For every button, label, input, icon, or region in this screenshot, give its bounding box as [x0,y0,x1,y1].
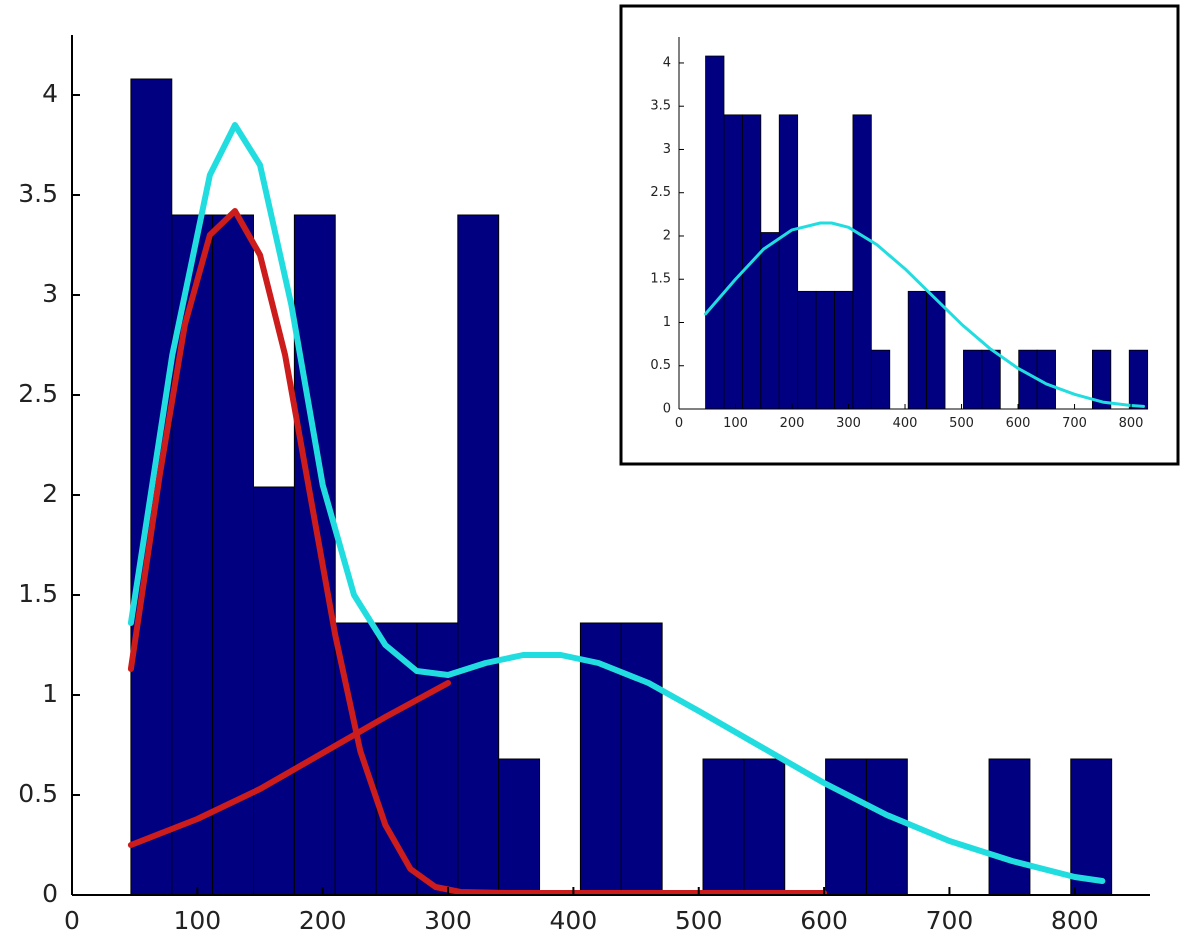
inset-bar [834,290,854,410]
main-y-tick-label: 3.5 [18,179,58,208]
inset-bar [705,55,725,410]
main-bar [416,622,459,896]
inset-x-tick-label: 100 [723,416,748,431]
main-y-tick-label: 1 [42,679,58,708]
main-curve-2 [127,680,452,848]
inset-bar [963,349,983,410]
main-y-tick-label: 0.5 [18,779,58,808]
inset-y-tick-label: 0 [663,402,671,417]
main-bars [130,78,1113,896]
main-y-tick-label: 1.5 [18,579,58,608]
main-bar [865,758,908,896]
main-x-tick-label: 800 [1051,906,1099,935]
inset-curve-0 [704,221,1145,408]
inset-x-tick-label: 600 [1006,416,1031,431]
main-x-tick-label: 0 [64,906,80,935]
inset-x-tick-label: 800 [1119,416,1144,431]
inset-y-tick-label: 3.5 [650,99,671,114]
main-bar [253,486,295,896]
inset-bar [760,232,780,410]
main-x-tick-label: 600 [800,906,848,935]
main-x-tick-label: 700 [926,906,974,935]
inset-bar [907,290,928,410]
main-y-tick-label: 3 [42,279,58,308]
main-axes: 0 100 200 300 400 500 600 700 80000.511.522.533.… [18,35,1150,935]
inset-y-tick-label: 2.5 [650,185,671,200]
main-y-tick-label: 2 [42,479,58,508]
main-bar [1070,758,1113,896]
inset-y-tick-label: 4 [663,55,671,70]
inset-y-tick-label: 0.5 [650,358,671,373]
inset-y-tick-label: 1.5 [650,272,671,287]
main-x-tick-label: 300 [424,906,472,935]
main-bar [825,758,867,896]
inset-bar [1128,349,1149,410]
inset-curves [704,221,1145,408]
inset-chart: 0 100 200 300 400 500 600 700 800 0 0.5 1 1.5 2 2.5 3 3.… [619,4,1180,466]
main-x-tick-label: 100 [173,906,221,935]
main-y-tick-label: 4 [42,79,58,108]
main-curve-1 [127,208,828,896]
main-bar [620,622,663,896]
inset-bar [815,290,835,410]
inset-x-tick-label: 200 [780,416,805,431]
main-bar [702,758,745,896]
inset-x-tick-label: 700 [1062,416,1087,431]
main-bar [498,758,541,896]
main-chart: 0 100 200 300 400 500 600 700 80000.511.522.533.… [18,35,1150,935]
inset-x-tick-label: 500 [949,416,974,431]
inset-y-tick-label: 2 [663,228,671,243]
inset-bar [870,349,891,410]
main-curve-0 [127,122,1106,884]
inset-x-tick-label: 400 [893,416,918,431]
inset-x-tick-label: 300 [836,416,861,431]
main-curves [127,122,1106,896]
main-bar [457,214,500,896]
inset-bar [778,114,799,410]
inset-bar [981,349,1001,410]
inset-bar [797,290,817,410]
inset-bar [926,290,946,410]
inset-axes: 0 100 200 300 400 500 600 700 800 0 0.5 1 1.5 2 2.5 3 3.… [650,37,1148,431]
inset-bar [723,114,743,410]
inset-bar [1018,349,1038,410]
main-bar [743,758,786,896]
inset-bar [852,114,872,410]
inset-x-tick-label: 0 [675,416,683,431]
inset-y-tick-label: 3 [663,142,671,157]
main-x-tick-label: 200 [299,906,347,935]
main-y-tick-label: 0 [42,879,58,908]
main-bar [988,758,1031,896]
main-bar [293,214,336,896]
inset-y-tick-label: 1 [663,315,671,330]
main-y-tick-label: 2.5 [18,379,58,408]
main-x-tick-label: 400 [550,906,598,935]
inset-bars [705,55,1149,410]
main-x-tick-label: 500 [675,906,723,935]
